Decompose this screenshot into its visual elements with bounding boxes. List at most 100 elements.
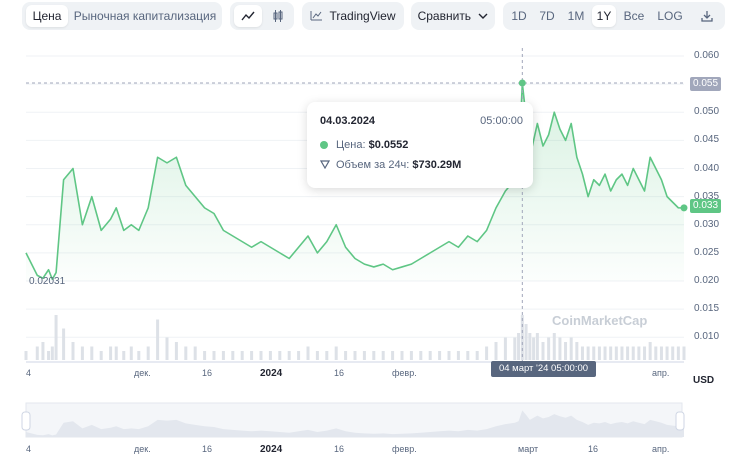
y-tick-label: 0.060 [694,50,720,61]
volume-bar [325,351,329,360]
tradingview-label: TradingView [329,9,396,23]
navigator-tick-label: 16 [202,444,213,454]
navigator-tick-label: март [518,444,539,454]
volume-bar [620,346,624,360]
volume-bar [391,351,395,360]
volume-bar [129,346,133,360]
line-chart-button[interactable] [234,5,262,27]
volume-bar [71,342,75,360]
volume-bar [631,346,635,360]
navigator-tick-label: 2024 [260,444,283,455]
volume-bar [287,351,291,360]
navigator-tick-label: 4 [26,444,32,454]
volume-bar [592,346,596,360]
candlestick-button[interactable] [264,5,292,27]
volume-bar [344,351,348,360]
volume-bar [654,346,658,360]
tab-market-cap[interactable]: Рыночная капитализация [73,9,217,23]
range-1m[interactable]: 1M [567,9,585,23]
volume-bar [146,346,150,360]
navigator-tick-label: 16 [334,444,345,454]
min-price-label: 0.02031 [29,276,66,287]
tradingview-button[interactable]: TradingView [306,5,400,27]
volume-bar [99,351,103,360]
volume-bar [409,351,413,360]
volume-bar [513,337,517,360]
volume-bar [456,351,460,360]
tradingview-group: TradingView [302,2,404,30]
volume-bar [54,315,58,360]
volume-bar [597,346,601,360]
volume-bar [438,351,442,360]
y-tick-label: 0.015 [694,303,720,315]
volume-bar [547,337,551,360]
price-tooltip: 04.03.2024 05:00:00 Цена: $0.0552 Объем … [307,102,533,188]
crosshair-x-label: 04 март '24 05:00:00 [491,361,596,377]
navigator-tick-label: дек. [134,444,151,454]
x-tick-label: 16 [334,368,345,378]
volume-bar [240,351,244,360]
y-tick-label: 0.040 [694,162,720,174]
tab-price[interactable]: Цена [26,5,68,27]
volume-bar [575,342,579,360]
volume-bar [353,351,357,360]
hover-point [518,79,526,87]
volume-bar [231,351,235,360]
volume-bar [165,337,169,360]
chart-style-group [230,2,294,30]
compare-group: Сравнить [411,2,495,30]
volume-bar [268,351,272,360]
navigator-left-handle [21,411,31,431]
volume-bar [24,351,28,360]
hover-value-badge: 0.055 [690,77,721,91]
compare-button[interactable]: Сравнить [415,5,491,27]
volume-bar [137,351,141,360]
coinmarketcap-watermark: CoinMarketCap [552,313,648,328]
volume-bar [569,337,573,360]
volume-bar [80,346,84,360]
volume-bar [665,346,669,360]
x-tick-label: 2024 [260,368,283,379]
volume-bar [541,342,545,360]
line-chart-icon [241,11,255,21]
navigator-area [26,410,684,437]
range-group: 1D 7D 1M 1Y Все LOG [503,2,725,30]
volume-bar [250,351,254,360]
tooltip-price-value: $0.0552 [368,139,409,151]
range-all[interactable]: Все [623,9,645,23]
volume-bar [156,319,160,360]
volume-bar [259,351,263,360]
navigator-tick-label: апр. [652,444,670,454]
x-tick-label: февр. [392,368,417,378]
navigator-right-handle [675,411,685,431]
volume-bar [637,346,641,360]
volume-bar [535,333,539,360]
volume-bar [47,351,51,360]
range-7d[interactable]: 7D [539,9,555,23]
y-tick-label: 0.045 [694,134,720,146]
y-tick-label: 0.050 [694,106,720,118]
volume-bar [297,351,301,360]
volume-bar [609,346,613,360]
volume-bar [564,342,568,360]
price-line [25,82,684,281]
tooltip-date: 04.03.2024 [320,115,376,127]
current-point [680,204,688,212]
volume-bar [372,351,376,360]
volume-bar [603,346,607,360]
tooltip-price-label: Цена: [336,139,366,151]
range-1d[interactable]: 1D [511,9,527,23]
range-1y[interactable]: 1Y [592,5,616,27]
volume-bar [532,337,536,360]
download-icon [701,11,713,22]
volume-bar [447,351,451,360]
currency-label: USD [693,375,715,386]
volume-bar [203,351,207,360]
volume-bar [35,346,39,360]
volume-bar [671,346,675,360]
volume-bar [503,337,507,360]
download-button[interactable] [693,5,721,27]
volume-bar [558,337,562,360]
log-button[interactable]: LOG [657,9,683,23]
